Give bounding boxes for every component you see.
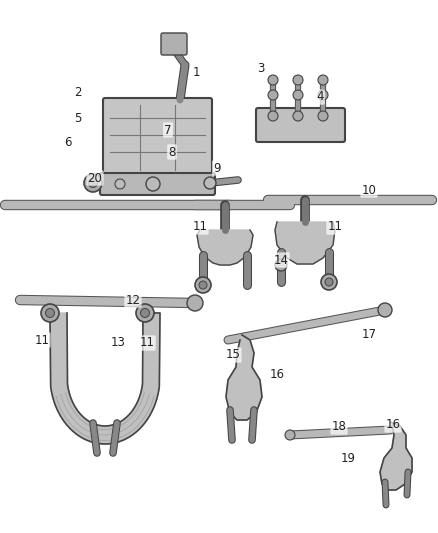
Polygon shape xyxy=(197,230,253,265)
Text: 5: 5 xyxy=(74,111,82,125)
FancyBboxPatch shape xyxy=(100,173,215,195)
Text: 19: 19 xyxy=(340,451,356,464)
Circle shape xyxy=(46,309,54,318)
Circle shape xyxy=(141,309,149,318)
Circle shape xyxy=(318,111,328,121)
Circle shape xyxy=(115,179,125,189)
Text: 7: 7 xyxy=(164,124,172,136)
Circle shape xyxy=(293,111,303,121)
Text: 13: 13 xyxy=(110,335,125,349)
Circle shape xyxy=(199,281,207,289)
Circle shape xyxy=(268,111,278,121)
Text: 1: 1 xyxy=(192,66,200,78)
Circle shape xyxy=(195,277,211,293)
Text: 11: 11 xyxy=(139,336,155,350)
FancyBboxPatch shape xyxy=(256,108,345,142)
Polygon shape xyxy=(275,222,335,264)
Polygon shape xyxy=(50,313,160,444)
Text: 2: 2 xyxy=(74,86,82,100)
Circle shape xyxy=(293,90,303,100)
Text: 3: 3 xyxy=(257,61,265,75)
Text: 11: 11 xyxy=(192,221,208,233)
Polygon shape xyxy=(380,422,412,490)
Text: 15: 15 xyxy=(226,349,240,361)
Circle shape xyxy=(285,430,295,440)
Circle shape xyxy=(84,174,102,192)
Circle shape xyxy=(268,90,278,100)
Text: 12: 12 xyxy=(126,294,141,306)
Text: 17: 17 xyxy=(361,328,377,342)
Circle shape xyxy=(293,75,303,85)
Circle shape xyxy=(88,179,98,188)
Circle shape xyxy=(136,304,154,322)
Text: 10: 10 xyxy=(361,183,376,197)
Text: 16: 16 xyxy=(269,368,285,382)
Circle shape xyxy=(41,304,59,322)
Circle shape xyxy=(275,259,287,271)
Circle shape xyxy=(268,75,278,85)
FancyBboxPatch shape xyxy=(103,98,212,177)
Text: 18: 18 xyxy=(332,421,346,433)
Circle shape xyxy=(325,278,333,286)
Circle shape xyxy=(321,274,337,290)
Text: 9: 9 xyxy=(213,161,221,174)
FancyBboxPatch shape xyxy=(161,33,187,55)
Text: 4: 4 xyxy=(316,91,324,103)
Text: 11: 11 xyxy=(35,334,49,346)
Circle shape xyxy=(318,75,328,85)
Circle shape xyxy=(146,177,160,191)
Circle shape xyxy=(204,177,216,189)
Polygon shape xyxy=(226,335,262,420)
Text: 8: 8 xyxy=(168,146,176,158)
Text: 16: 16 xyxy=(385,418,400,432)
Text: 14: 14 xyxy=(273,254,289,266)
Text: 20: 20 xyxy=(88,172,102,184)
Circle shape xyxy=(378,303,392,317)
Circle shape xyxy=(187,295,203,311)
Text: 6: 6 xyxy=(64,135,72,149)
Text: 11: 11 xyxy=(328,221,343,233)
Circle shape xyxy=(318,90,328,100)
